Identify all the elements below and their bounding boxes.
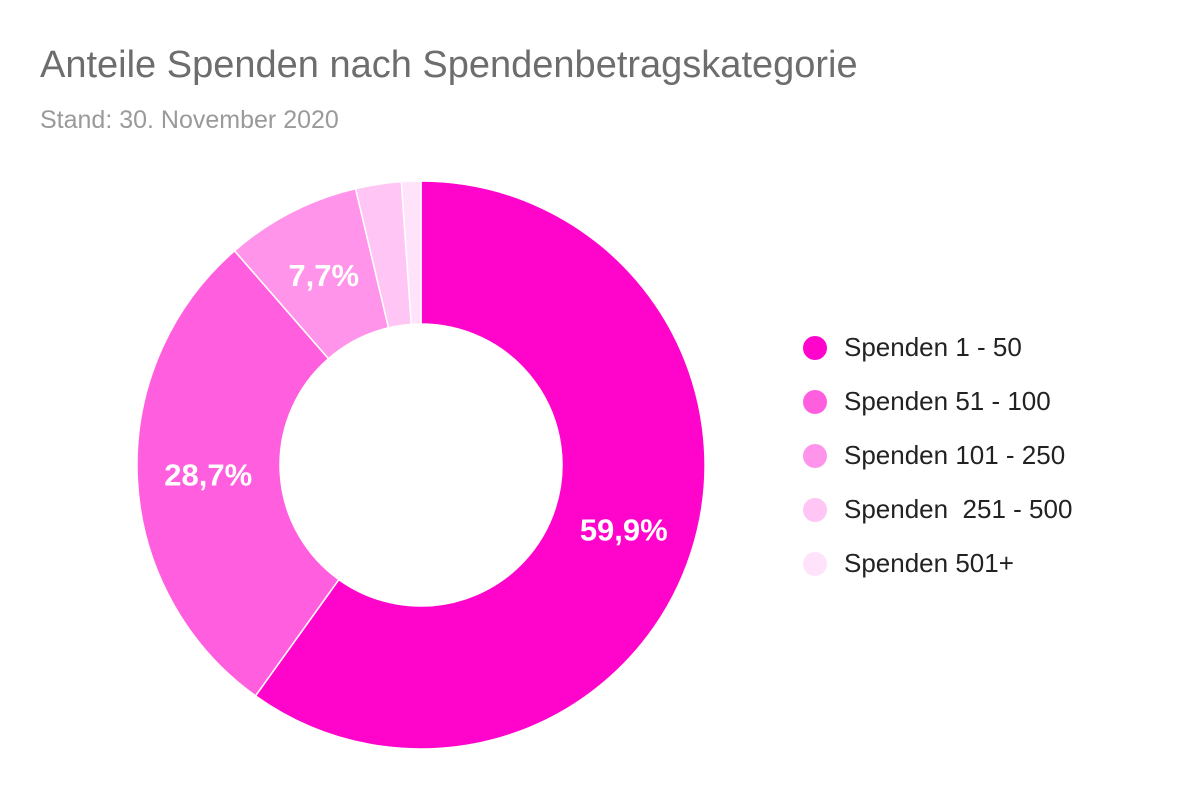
data-label-3: 7,7% xyxy=(288,258,359,293)
donut-slice-1 xyxy=(254,180,706,750)
legend-swatch-1 xyxy=(803,336,827,360)
legend-swatch-4 xyxy=(803,498,827,522)
legend-label-1: Spenden 1 - 50 xyxy=(844,332,1022,362)
donut-slice-2 xyxy=(136,249,340,697)
legend-label-2: Spenden 51 - 100 xyxy=(844,386,1051,416)
legend-swatch-5 xyxy=(803,552,827,576)
donut-data-labels: 59,9% 28,7% 7,7% xyxy=(164,258,667,548)
legend-label-3: Spenden 101 - 250 xyxy=(844,440,1066,470)
donut-slice-5 xyxy=(400,180,422,326)
chart-subtitle: Stand: 30. November 2020 xyxy=(40,106,339,134)
data-label-2: 28,7% xyxy=(164,458,252,493)
chart-title: Anteile Spenden nach Spendenbetragskateg… xyxy=(40,44,858,86)
donut-slices xyxy=(136,180,706,750)
legend-swatch-2 xyxy=(803,390,827,414)
data-label-1: 59,9% xyxy=(580,513,668,548)
legend-swatch-3 xyxy=(803,444,827,468)
legend-label-5: Spenden 501+ xyxy=(844,548,1014,578)
legend-label-4: Spenden 251 - 500 xyxy=(844,494,1073,524)
